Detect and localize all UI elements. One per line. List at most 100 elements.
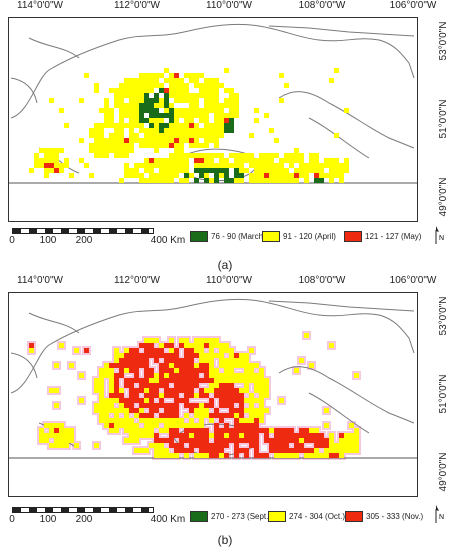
pixel-oct <box>244 383 249 388</box>
pixel-april <box>194 138 199 143</box>
pixel-oct <box>259 373 264 378</box>
pixel-april <box>134 118 139 123</box>
pixel-oct <box>154 378 159 383</box>
pixel-nov <box>199 428 204 433</box>
pixel-april <box>189 93 194 98</box>
pixel-nov <box>204 438 209 443</box>
pixel-may <box>174 73 179 78</box>
pixel-nov <box>224 388 229 393</box>
pixel-oct <box>144 418 149 423</box>
pixel-oct <box>194 343 199 348</box>
pixel-april <box>144 158 149 163</box>
pixel-nov <box>169 358 174 363</box>
pixel-nov <box>239 428 244 433</box>
pixel-nov <box>234 453 239 458</box>
pixel-nov <box>189 448 194 453</box>
pixel-oct <box>104 368 109 373</box>
pixel-oct <box>309 428 314 433</box>
north-arrow-icon: N <box>435 226 444 244</box>
pixel-april <box>209 88 214 93</box>
pixel-april <box>134 103 139 108</box>
pixel-nov <box>129 408 134 413</box>
pixel-oct <box>329 433 334 438</box>
pixel-oct <box>199 338 204 343</box>
pixel-nov <box>134 378 139 383</box>
map-canvas <box>9 23 417 184</box>
pixel-april <box>64 163 69 168</box>
latitude-label: 51°0'0"N <box>437 99 449 139</box>
pixel-oct <box>209 363 214 368</box>
pixel-oct <box>249 368 254 373</box>
pixel-april <box>59 163 64 168</box>
pixel-oct <box>114 418 119 423</box>
pixel-nov <box>249 423 254 428</box>
pixel-march <box>164 93 169 98</box>
pixel-nov <box>254 448 259 453</box>
pixel-oct <box>249 418 254 423</box>
pixel-nov <box>159 413 164 418</box>
latitude-labels: 53°0'0"N 51°0'0"N 49°0'0"N <box>420 292 450 495</box>
pixel-nov <box>179 368 184 373</box>
pixel-oct <box>74 443 79 448</box>
pixel-april <box>344 158 349 163</box>
pixel-oct <box>114 398 119 403</box>
pixel-oct <box>59 343 64 348</box>
pixel-oct <box>344 438 349 443</box>
pixel-nov <box>219 398 224 403</box>
pixel-nov <box>269 448 274 453</box>
pixel-nov <box>284 428 289 433</box>
pixel-nov <box>144 378 149 383</box>
pixel-april <box>169 158 174 163</box>
pixel-march <box>149 103 154 108</box>
north-label: N <box>439 514 444 521</box>
pixel-nov <box>189 393 194 398</box>
pixel-april <box>104 138 109 143</box>
pixel-april <box>224 158 229 163</box>
pixel-march <box>149 123 154 128</box>
pixel-april <box>59 108 64 113</box>
pixel-oct <box>99 418 104 423</box>
pixel-oct <box>69 433 74 438</box>
pixel-oct <box>209 383 214 388</box>
pixel-april <box>239 168 244 173</box>
pixel-oct <box>119 403 124 408</box>
pixel-oct <box>149 338 154 343</box>
pixel-nov <box>169 443 174 448</box>
pixel-nov <box>249 428 254 433</box>
pixel-april <box>134 93 139 98</box>
pixel-nov <box>264 453 269 458</box>
pixel-oct <box>169 423 174 428</box>
pixel-april <box>179 138 184 143</box>
pixel-oct <box>149 378 154 383</box>
pixel-nov <box>209 398 214 403</box>
pixel-april <box>144 133 149 138</box>
pixel-april <box>194 143 199 148</box>
pixel-april <box>329 158 334 163</box>
pixel-april <box>134 133 139 138</box>
pixel-april <box>184 158 189 163</box>
pixel-nov <box>224 393 229 398</box>
pixel-oct <box>104 418 109 423</box>
pixel-may <box>314 173 319 178</box>
pixel-oct <box>224 373 229 378</box>
pixel-april <box>184 88 189 93</box>
pixel-april <box>219 133 224 138</box>
pixel-oct <box>159 448 164 453</box>
pixel-nov <box>314 438 319 443</box>
pixel-april <box>314 168 319 173</box>
pixel-oct <box>194 393 199 398</box>
pixel-nov <box>139 398 144 403</box>
pixel-april <box>129 103 134 108</box>
pixel-april <box>79 158 84 163</box>
pixel-oct <box>44 423 49 428</box>
pixel-oct <box>259 378 264 383</box>
pixel-april <box>69 173 74 178</box>
pixel-nov <box>144 358 149 363</box>
pixel-nov <box>209 448 214 453</box>
pixel-april <box>159 158 164 163</box>
pixel-oct <box>99 383 104 388</box>
pixel-march <box>319 178 324 183</box>
pixel-oct <box>154 373 159 378</box>
pixel-oct <box>99 398 104 403</box>
pixel-april <box>234 103 239 108</box>
